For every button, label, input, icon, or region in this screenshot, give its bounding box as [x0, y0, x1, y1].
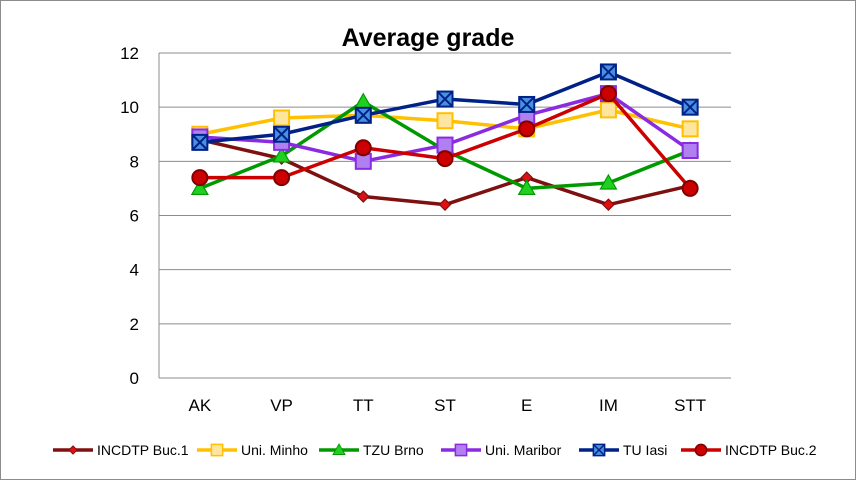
data-point — [436, 150, 454, 168]
legend-label: Uni. Maribor — [485, 442, 562, 458]
data-point — [356, 190, 370, 203]
legend-entry: INCDTP Buc.2 — [681, 442, 817, 458]
x-tick-label: AK — [189, 396, 212, 415]
data-point — [681, 120, 699, 138]
data-point — [517, 179, 536, 196]
data-point — [354, 139, 372, 157]
legend-entry: INCDTP Buc.1 — [53, 442, 189, 458]
axes — [158, 53, 731, 379]
x-tick-label: IM — [599, 396, 618, 415]
data-point — [681, 179, 699, 197]
data-point — [436, 90, 454, 108]
legend-entry: TU Iasi — [579, 442, 667, 458]
data-point — [599, 85, 617, 103]
y-tick-label: 8 — [130, 152, 139, 171]
y-tick-label: 4 — [130, 261, 139, 280]
series-4 — [191, 63, 699, 151]
data-point — [190, 179, 209, 196]
data-point — [436, 112, 454, 130]
data-point — [681, 98, 699, 116]
legend-marker — [68, 445, 78, 455]
data-point — [599, 63, 617, 81]
legend-marker — [332, 443, 346, 455]
legend-label: Uni. Minho — [241, 442, 308, 458]
data-point — [191, 133, 209, 151]
legend-entry: Uni. Maribor — [441, 442, 562, 458]
series-group — [190, 63, 700, 212]
legend-entry: TZU Brno — [319, 442, 424, 458]
data-point — [518, 120, 536, 138]
x-tick-label: STT — [674, 396, 706, 415]
data-point — [518, 95, 536, 113]
legend-label: TU Iasi — [623, 442, 667, 458]
data-point — [273, 125, 291, 143]
y-axis-ticks: 0 2 4 6 8 10 12 — [120, 44, 139, 388]
legend-marker — [210, 443, 224, 457]
x-tick-label: E — [521, 396, 532, 415]
chart-title: Average grade — [342, 24, 515, 52]
data-point — [681, 142, 699, 159]
y-tick-label: 0 — [130, 369, 139, 388]
data-point — [599, 173, 618, 190]
data-point — [602, 198, 615, 212]
data-point — [354, 92, 373, 109]
data-point — [354, 106, 372, 124]
legend-marker — [592, 443, 606, 457]
legend-label: INCDTP Buc.1 — [97, 442, 189, 458]
legend-marker — [454, 443, 468, 457]
data-point — [599, 101, 617, 119]
x-tick-label: TT — [353, 396, 374, 415]
x-axis-ticks: AK VP TT ST E IM STT — [189, 396, 707, 415]
x-tick-label: VP — [270, 396, 293, 415]
y-tick-label: 2 — [130, 315, 139, 334]
legend-label: INCDTP Buc.2 — [725, 442, 817, 458]
data-point — [273, 109, 291, 127]
data-point — [272, 146, 291, 163]
legend-label: TZU Brno — [363, 442, 424, 458]
y-tick-label: 12 — [120, 44, 139, 63]
legend-marker — [694, 443, 708, 457]
y-tick-label: 6 — [130, 207, 139, 226]
legend-entry: Uni. Minho — [197, 442, 308, 458]
data-point — [273, 169, 291, 187]
series-5 — [191, 85, 699, 197]
y-tick-label: 10 — [120, 98, 139, 117]
data-point — [191, 169, 209, 187]
legend: INCDTP Buc.1 Uni. Minho TZU Brno Uni. Marib… — [53, 442, 817, 458]
x-tick-label: ST — [434, 396, 456, 415]
data-point — [438, 198, 452, 212]
